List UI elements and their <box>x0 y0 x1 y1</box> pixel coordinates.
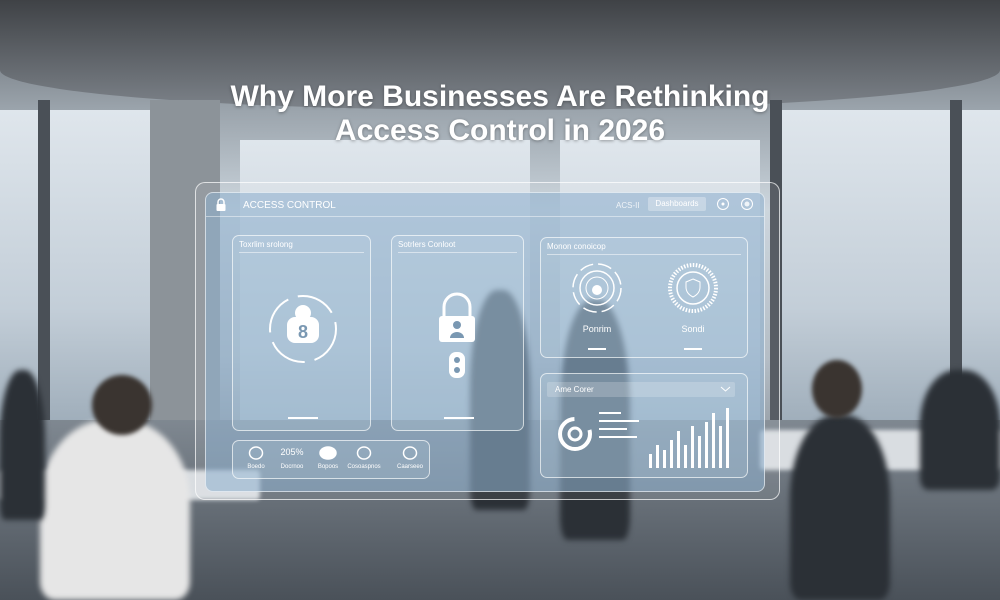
keypad-lock-icon: 8 <box>269 295 337 363</box>
chart-bar <box>691 426 694 468</box>
access-control-dashboard: ACCESS CONTROL ACS-II Dashboards Toxrlim… <box>205 192 765 492</box>
card-monitor[interactable]: Monon conoicop Ponrim Sondi <box>540 237 748 358</box>
dashboards-button[interactable]: Dashboards <box>648 197 706 211</box>
fingerprint-dial-icon <box>572 263 622 313</box>
stat-value: 205% <box>280 447 304 457</box>
analytics-dropdown[interactable]: Ame Corer <box>547 382 735 397</box>
person-head <box>812 360 862 418</box>
card-title: Monon conoicop <box>547 242 741 255</box>
stat-label: Cosoaspnos <box>347 464 381 470</box>
chart-bar <box>677 431 680 468</box>
dropdown-value: Ame Corer <box>555 385 594 394</box>
stat-item[interactable]: 205% Docrnoo <box>273 445 311 475</box>
bar-chart <box>649 402 731 468</box>
chart-bar <box>670 440 673 468</box>
stat-item[interactable]: Caarseeo <box>391 445 429 475</box>
status-label: ACS-II <box>616 201 640 210</box>
card-analytics[interactable]: Ame Corer <box>540 373 748 478</box>
chevron-down-icon <box>720 386 731 392</box>
headline: Why More Businesses Are Rethinking Acces… <box>0 80 1000 148</box>
chart-bar <box>719 426 722 468</box>
card-title: Toxrlim srolong <box>239 240 364 253</box>
stat-label: Docrnoo <box>280 464 304 470</box>
stat-label: Boedo <box>247 464 265 470</box>
card-title: Sotrlers Conloot <box>398 240 517 253</box>
indicator-bar <box>288 417 318 419</box>
globe-icon <box>248 446 264 460</box>
text-line <box>599 412 621 414</box>
circle-button-icon[interactable] <box>717 198 729 210</box>
chart-bar <box>712 412 715 468</box>
padlock-user-icon <box>439 292 475 378</box>
card-padlock[interactable]: Sotrlers Conloot <box>391 235 524 431</box>
badge-icon <box>356 446 372 460</box>
chart-bar <box>726 408 729 468</box>
person <box>40 420 190 600</box>
dashboard-title: ACCESS CONTROL <box>243 200 336 211</box>
chart-bar <box>656 444 659 468</box>
card-keypad[interactable]: Toxrlim srolong 8 <box>232 235 371 431</box>
dashboard-header: ACCESS CONTROL ACS-II Dashboards <box>206 193 764 217</box>
headline-line-1: Why More Businesses Are Rethinking <box>230 80 770 113</box>
window-frame <box>38 100 50 460</box>
svg-text:8: 8 <box>298 322 308 342</box>
text-line <box>599 420 639 422</box>
stat-label: Bopoos <box>317 464 339 470</box>
person-head <box>92 375 152 435</box>
pill-icon <box>319 446 337 460</box>
text-line <box>599 428 627 430</box>
refresh-icon <box>402 446 418 460</box>
chart-bar <box>705 421 708 468</box>
stat-item[interactable]: Cosoaspnos <box>345 445 383 475</box>
chart-bar <box>698 435 701 468</box>
person <box>920 370 1000 490</box>
item-label: Ponrim <box>582 324 612 334</box>
person <box>790 415 890 600</box>
person <box>0 370 45 520</box>
chart-bar <box>684 444 687 468</box>
ceiling <box>0 0 1000 110</box>
chart-bar <box>649 454 652 468</box>
lock-icon <box>216 198 226 211</box>
indicator-bar <box>684 348 702 350</box>
settings-icon[interactable] <box>741 198 753 210</box>
headline-line-2: Access Control in 2026 <box>334 114 666 147</box>
chart-bar <box>663 449 666 468</box>
stats-strip: Boedo 205% Docrnoo Bopoos Cosoaspnos Caarseeo <box>232 440 430 479</box>
at-sign-icon <box>558 417 592 451</box>
stat-label: Caarseeo <box>396 464 423 470</box>
stat-item[interactable]: Boedo <box>237 445 275 475</box>
text-line <box>599 436 637 438</box>
stat-item[interactable]: Bopoos <box>309 445 347 475</box>
item-label: Sondi <box>681 324 705 334</box>
shield-gear-icon <box>668 263 718 313</box>
window <box>780 110 950 440</box>
indicator-bar <box>444 417 474 419</box>
indicator-bar <box>588 348 606 350</box>
